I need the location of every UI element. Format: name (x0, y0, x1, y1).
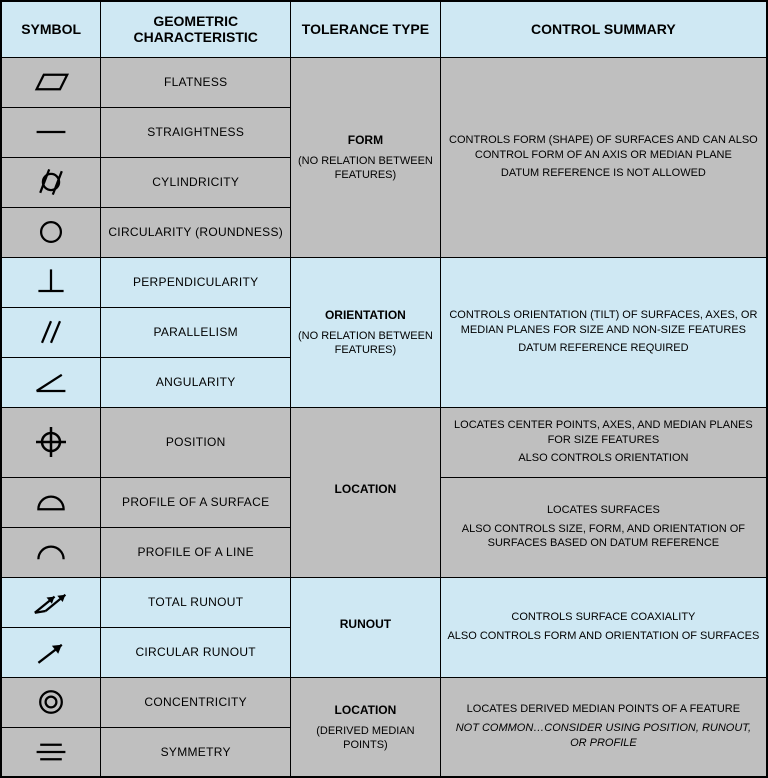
summary-profile-0: LOCATES SURFACES (447, 503, 760, 518)
symbol-profile-surface (1, 477, 101, 527)
tolerance-location: LOCATION (291, 407, 441, 577)
summary-location-derived-1: NOT COMMON…CONSIDER USING POSITION, RUNO… (456, 722, 751, 749)
symbol-parallelism (1, 307, 101, 357)
circular-runout-icon (21, 634, 81, 670)
summary-profile: LOCATES SURFACES ALSO CONTROLS SIZE, FOR… (440, 477, 767, 577)
char-angularity: ANGULARITY (101, 357, 291, 407)
char-concentricity: CONCENTRICITY (101, 677, 291, 727)
tol-title-location: LOCATION (297, 482, 434, 496)
summary-form: CONTROLS FORM (SHAPE) OF SURFACES AND CA… (440, 57, 767, 257)
tolerance-orientation: ORIENTATION (NO RELATION BETWEEN FEATURE… (291, 257, 441, 407)
tolerance-form: FORM (NO RELATION BETWEEN FEATURES) (291, 57, 441, 257)
profile-line-icon (21, 534, 81, 570)
row-total-runout: TOTAL RUNOUT RUNOUT CONTROLS SURFACE COA… (1, 577, 767, 627)
char-profile-line: PROFILE OF A LINE (101, 527, 291, 577)
tol-title-form: FORM (297, 133, 434, 147)
row-flatness: FLATNESS FORM (NO RELATION BETWEEN FEATU… (1, 57, 767, 107)
summary-orientation-1: DATUM REFERENCE REQUIRED (447, 341, 760, 356)
tol-title-runout: RUNOUT (297, 617, 434, 631)
header-characteristic: GEOMETRIC CHARACTERISTIC (101, 1, 291, 57)
char-parallelism: PARALLELISM (101, 307, 291, 357)
symbol-concentricity (1, 677, 101, 727)
symmetry-icon (21, 734, 81, 770)
concentricity-icon (21, 684, 81, 720)
symbol-symmetry (1, 727, 101, 777)
char-flatness: FLATNESS (101, 57, 291, 107)
perpendicularity-icon (21, 264, 81, 300)
symbol-perpendicularity (1, 257, 101, 307)
symbol-cylindricity (1, 157, 101, 207)
summary-runout: CONTROLS SURFACE COAXIALITY ALSO CONTROL… (440, 577, 767, 677)
parallelism-icon (21, 314, 81, 350)
tolerance-runout: RUNOUT (291, 577, 441, 677)
cylindricity-icon (21, 164, 81, 200)
summary-form-1: DATUM REFERENCE IS NOT ALLOWED (447, 166, 760, 181)
header-tolerance: TOLERANCE TYPE (291, 1, 441, 57)
summary-profile-1: ALSO CONTROLS SIZE, FORM, AND ORIENTATIO… (447, 522, 760, 552)
row-concentricity: CONCENTRICITY LOCATION (DERIVED MEDIAN P… (1, 677, 767, 727)
circularity-icon (21, 214, 81, 250)
summary-orientation-0: CONTROLS ORIENTATION (TILT) OF SURFACES,… (447, 308, 760, 338)
tol-sub-form: (NO RELATION BETWEEN FEATURES) (298, 155, 433, 181)
tol-sub-orientation: (NO RELATION BETWEEN FEATURES) (298, 330, 433, 356)
char-perpendicularity: PERPENDICULARITY (101, 257, 291, 307)
summary-form-0: CONTROLS FORM (SHAPE) OF SURFACES AND CA… (447, 133, 760, 163)
summary-runout-1: ALSO CONTROLS FORM AND ORIENTATION OF SU… (447, 629, 760, 644)
char-circular-runout: CIRCULAR RUNOUT (101, 627, 291, 677)
total-runout-icon (21, 584, 81, 620)
straightness-icon (21, 114, 81, 150)
header-row: SYMBOL GEOMETRIC CHARACTERISTIC TOLERANC… (1, 1, 767, 57)
row-perpendicularity: PERPENDICULARITY ORIENTATION (NO RELATIO… (1, 257, 767, 307)
tol-title-location-derived: LOCATION (297, 703, 434, 717)
tol-sub-location-derived: (DERIVED MEDIAN POINTS) (316, 725, 414, 751)
symbol-straightness (1, 107, 101, 157)
summary-position-1: ALSO CONTROLS ORIENTATION (447, 451, 760, 466)
profile-surface-icon (21, 484, 81, 520)
char-cylindricity: CYLINDRICITY (101, 157, 291, 207)
flatness-icon (21, 64, 81, 100)
summary-runout-0: CONTROLS SURFACE COAXIALITY (447, 610, 760, 625)
char-symmetry: SYMMETRY (101, 727, 291, 777)
angularity-icon (21, 364, 81, 400)
char-circularity: CIRCULARITY (ROUNDNESS) (101, 207, 291, 257)
summary-position-0: LOCATES CENTER POINTS, AXES, AND MEDIAN … (447, 418, 760, 448)
summary-orientation: CONTROLS ORIENTATION (TILT) OF SURFACES,… (440, 257, 767, 407)
table-body: FLATNESS FORM (NO RELATION BETWEEN FEATU… (1, 57, 767, 777)
header-symbol: SYMBOL (1, 1, 101, 57)
gdt-symbols-table: SYMBOL GEOMETRIC CHARACTERISTIC TOLERANC… (0, 0, 768, 778)
symbol-flatness (1, 57, 101, 107)
row-position: POSITION LOCATION LOCATES CENTER POINTS,… (1, 407, 767, 477)
symbol-profile-line (1, 527, 101, 577)
char-straightness: STRAIGHTNESS (101, 107, 291, 157)
tolerance-location-derived: LOCATION (DERIVED MEDIAN POINTS) (291, 677, 441, 777)
summary-position: LOCATES CENTER POINTS, AXES, AND MEDIAN … (440, 407, 767, 477)
symbol-circular-runout (1, 627, 101, 677)
summary-location-derived-0: LOCATES DERIVED MEDIAN POINTS OF A FEATU… (447, 702, 760, 717)
summary-location-derived: LOCATES DERIVED MEDIAN POINTS OF A FEATU… (440, 677, 767, 777)
symbol-total-runout (1, 577, 101, 627)
position-icon (21, 422, 81, 462)
tol-title-orientation: ORIENTATION (297, 308, 434, 322)
symbol-position (1, 407, 101, 477)
symbol-angularity (1, 357, 101, 407)
header-summary: CONTROL SUMMARY (440, 1, 767, 57)
char-position: POSITION (101, 407, 291, 477)
symbol-circularity (1, 207, 101, 257)
char-profile-surface: PROFILE OF A SURFACE (101, 477, 291, 527)
char-total-runout: TOTAL RUNOUT (101, 577, 291, 627)
